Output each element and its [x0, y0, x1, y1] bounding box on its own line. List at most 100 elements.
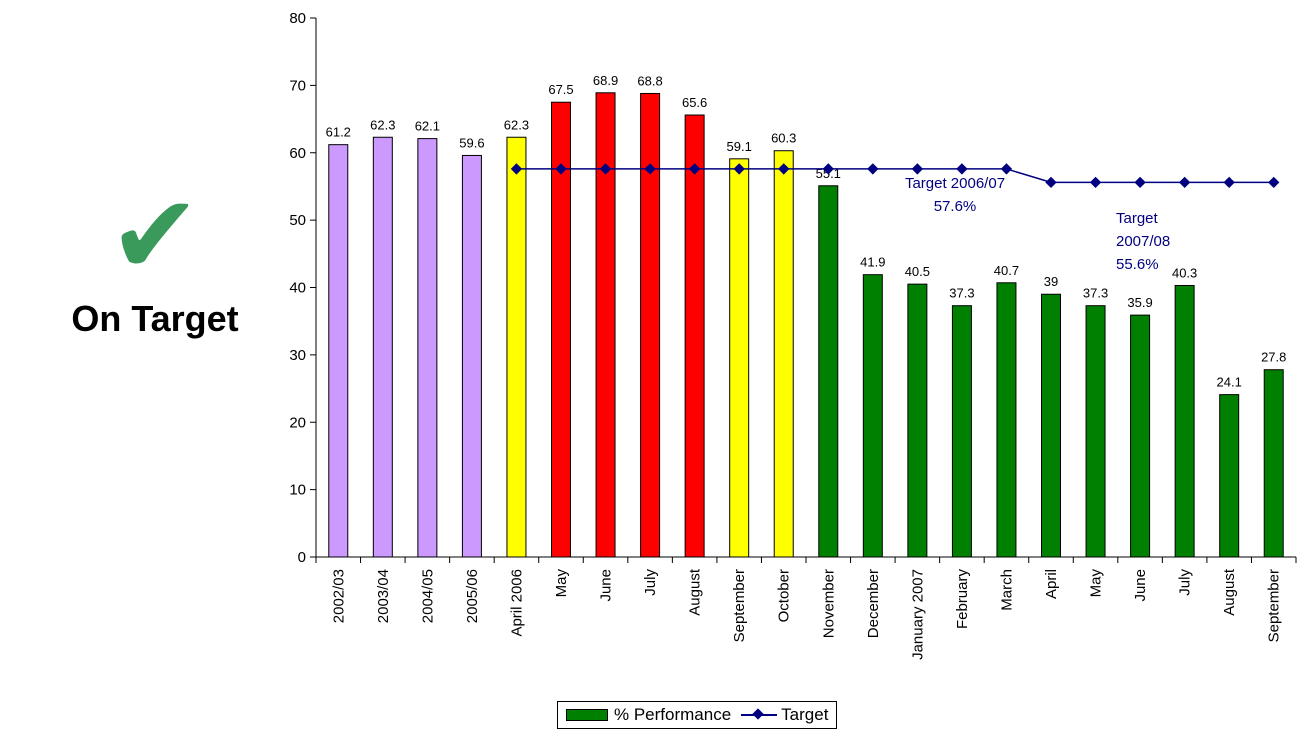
x-tick-label: December — [865, 569, 882, 638]
legend-line-swatch — [741, 708, 778, 722]
bar-data-label: 60.3 — [771, 131, 796, 146]
y-tick-label: 30 — [289, 347, 306, 364]
bar — [729, 158, 750, 558]
target-marker — [911, 163, 924, 175]
x-tick-label: February — [954, 569, 971, 630]
target-line — [516, 168, 1274, 184]
y-tick-label: 70 — [289, 77, 306, 94]
target-marker — [867, 163, 879, 175]
bar-data-label: 41.9 — [860, 255, 885, 270]
bar — [595, 92, 616, 558]
target-marker — [599, 163, 612, 175]
bar-data-label: 59.6 — [459, 135, 484, 150]
status-label: On Target — [71, 298, 239, 339]
legend-line-label: Target — [781, 705, 829, 724]
bar — [506, 136, 527, 558]
x-tick-label: 2002/03 — [330, 569, 347, 623]
x-tick-label: May — [1088, 569, 1105, 598]
target-marker — [822, 163, 834, 175]
bar — [551, 101, 571, 558]
target-annotation: 57.6% — [934, 198, 977, 215]
x-tick-label: 2005/06 — [464, 569, 481, 623]
bar — [951, 305, 972, 558]
target-marker — [1045, 176, 1057, 189]
target-annotation: Target 2006/07 — [905, 175, 1005, 192]
y-tick-label: 50 — [289, 212, 306, 229]
y-tick-label: 40 — [289, 280, 306, 297]
bar — [1263, 369, 1284, 558]
bar-data-label: 37.3 — [949, 286, 974, 301]
x-tick-label: July — [1177, 569, 1194, 596]
x-tick-label: May — [553, 569, 570, 598]
bar-data-label: 68.8 — [637, 73, 662, 88]
bar — [684, 114, 705, 558]
x-tick-label: April — [1043, 569, 1060, 599]
bar — [1174, 284, 1195, 558]
x-tick-label: June — [1132, 569, 1149, 602]
y-tick-label: 20 — [289, 414, 306, 431]
bar-data-label: 68.9 — [593, 73, 618, 88]
checkmark-icon: ✔ — [108, 171, 202, 299]
bar-data-label: 35.9 — [1127, 295, 1152, 310]
target-annotation: 2007/08 — [1116, 233, 1170, 250]
bar-data-label: 37.3 — [1083, 286, 1108, 301]
bar-data-label: 27.8 — [1261, 350, 1286, 365]
bar-data-label: 62.1 — [415, 119, 440, 134]
x-tick-label: July — [642, 569, 659, 596]
target-marker — [1223, 176, 1235, 189]
bar-data-label: 62.3 — [370, 117, 395, 132]
x-tick-label: October — [776, 569, 793, 622]
x-tick-label: January 2007 — [909, 569, 926, 660]
legend-bar-swatch — [566, 709, 608, 721]
x-tick-label: September — [1266, 569, 1283, 642]
bar — [1130, 314, 1151, 558]
chart-legend: % Performance Target — [557, 701, 838, 729]
bar-data-label: 67.5 — [548, 82, 573, 97]
target-marker — [644, 163, 656, 175]
target-marker — [1134, 176, 1146, 189]
target-marker — [555, 163, 567, 175]
bar — [640, 92, 661, 558]
x-tick-label: 2003/04 — [375, 569, 392, 623]
x-tick-label: August — [687, 568, 704, 616]
bar-data-label: 40.7 — [994, 263, 1019, 278]
legend-bar-label: % Performance — [614, 705, 732, 724]
bar-data-label: 40.5 — [905, 264, 930, 279]
x-tick-label: September — [731, 569, 748, 642]
y-tick-label: 10 — [289, 482, 306, 499]
target-marker — [1089, 176, 1102, 189]
x-tick-label: March — [998, 569, 1015, 611]
target-marker — [778, 163, 790, 175]
target-marker — [956, 163, 968, 175]
bar — [1085, 305, 1106, 558]
target-annotation: Target — [1116, 210, 1159, 227]
bar-data-label: 40.3 — [1172, 265, 1197, 280]
bar — [372, 136, 393, 558]
bar-data-label: 62.3 — [504, 117, 529, 132]
target-annotation: 55.6% — [1116, 256, 1159, 273]
bar — [773, 150, 794, 558]
bar-data-label: 24.1 — [1217, 375, 1242, 390]
bar-data-label: 59.1 — [727, 139, 752, 154]
target-marker — [1268, 176, 1280, 189]
bar — [1219, 394, 1240, 558]
bar-data-label: 65.6 — [682, 95, 707, 110]
bar — [862, 274, 883, 558]
y-tick-label: 60 — [289, 145, 306, 162]
bar-data-label: 61.2 — [326, 125, 351, 140]
target-marker — [1178, 176, 1191, 189]
x-tick-label: November — [820, 569, 837, 638]
bar — [417, 138, 438, 558]
target-marker — [688, 163, 701, 175]
bar-data-label: 39 — [1044, 274, 1058, 289]
x-tick-label: 2004/05 — [419, 569, 436, 623]
bar — [907, 283, 928, 558]
y-tick-label: 0 — [298, 549, 306, 566]
bar — [1041, 293, 1061, 558]
y-tick-label: 80 — [289, 10, 306, 27]
target-marker — [510, 163, 523, 175]
bar — [328, 144, 349, 558]
bar — [818, 185, 839, 558]
status-panel: ✔ On Target — [60, 180, 250, 340]
